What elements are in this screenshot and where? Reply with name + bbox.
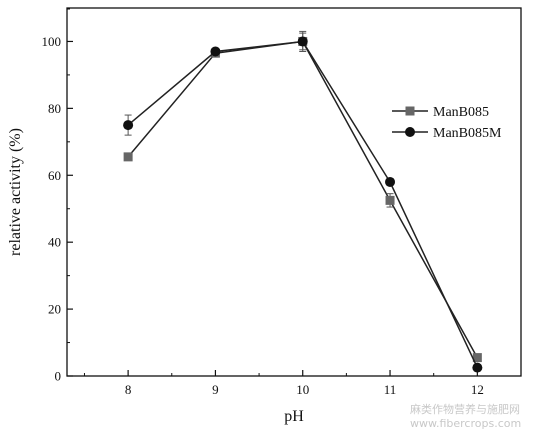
x-tick-label: 10 xyxy=(296,382,309,397)
data-point-square xyxy=(385,195,395,205)
x-axis: 8 9 10 11 12 xyxy=(83,370,484,397)
x-tick-label: 9 xyxy=(212,382,219,397)
data-point-circle xyxy=(123,120,134,131)
y-tick-label: 40 xyxy=(48,235,61,250)
plot-frame xyxy=(66,7,522,377)
data-point-circle xyxy=(472,362,483,373)
legend: ManB085 ManB085M xyxy=(392,105,502,141)
y-tick-label: 100 xyxy=(42,34,62,49)
watermark-line-1: 麻类作物营养与施肥网 xyxy=(410,402,520,416)
legend-marker-square xyxy=(405,106,415,116)
y-tick-label: 0 xyxy=(55,369,62,384)
y-tick-label: 20 xyxy=(48,302,61,317)
x-tick-label: 12 xyxy=(471,382,484,397)
watermark: 麻类作物营养与施肥网 www.fibercrops.com xyxy=(410,402,521,430)
x-tick-label: 11 xyxy=(384,382,397,397)
y-axis-title: relative activity (%) xyxy=(7,128,24,256)
series-line xyxy=(127,40,478,368)
legend-marker-circle xyxy=(405,127,415,137)
legend-label: ManB085M xyxy=(433,126,502,141)
legend-label: ManB085 xyxy=(433,105,489,120)
series-line xyxy=(127,40,478,358)
data-point-square xyxy=(123,152,133,162)
data-point-circle xyxy=(297,36,308,47)
y-axis: 0 20 40 60 80 100 xyxy=(42,8,73,384)
data-point-circle xyxy=(210,46,221,57)
series-manb085m xyxy=(123,30,483,373)
x-tick-label: 8 xyxy=(125,382,132,397)
series-layer xyxy=(123,30,483,373)
data-point-square xyxy=(472,353,482,363)
watermark-line-2: www.fibercrops.com xyxy=(410,417,521,430)
y-tick-label: 80 xyxy=(48,101,61,116)
series-manb085 xyxy=(123,32,482,363)
data-point-circle xyxy=(385,176,396,187)
y-tick-label: 60 xyxy=(48,168,61,183)
x-axis-title: pH xyxy=(284,408,304,425)
